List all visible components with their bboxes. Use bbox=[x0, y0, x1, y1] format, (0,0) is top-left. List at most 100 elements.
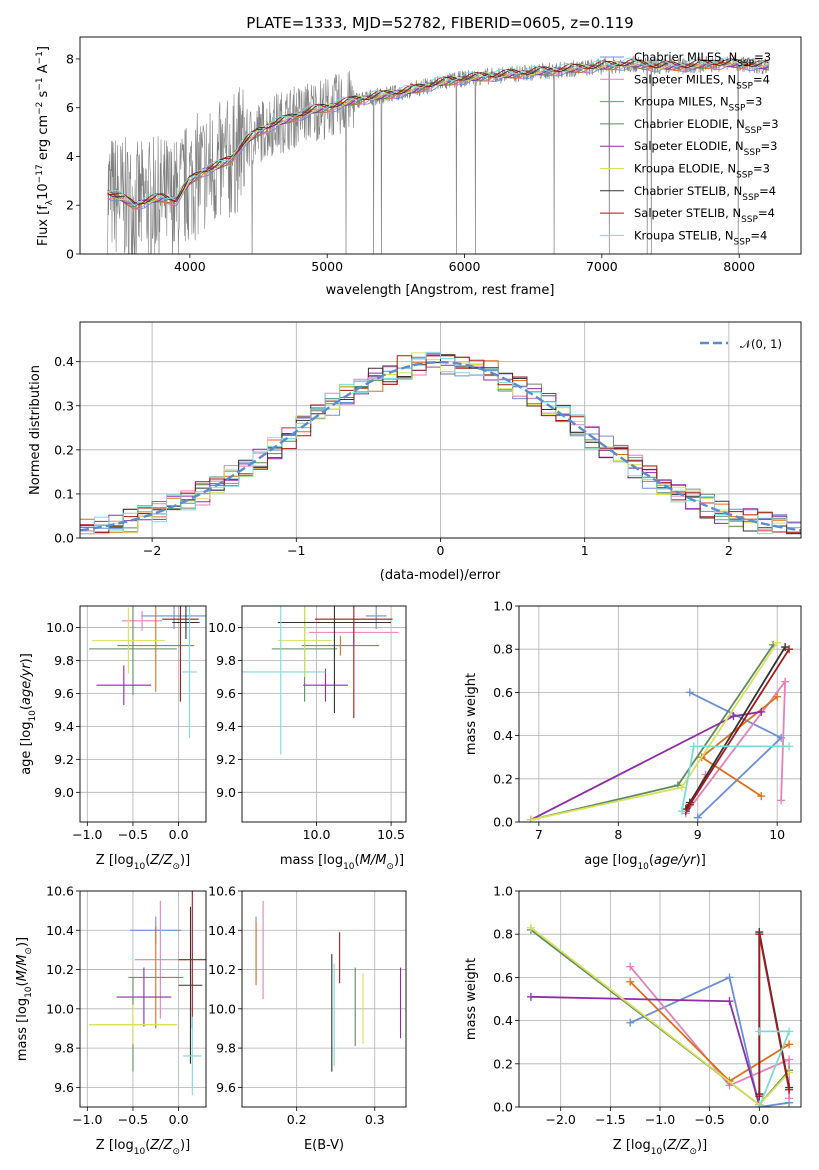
label-part: 10 bbox=[637, 862, 649, 872]
model-spectrum-line bbox=[107, 57, 769, 206]
weight-marker bbox=[785, 645, 794, 654]
weight-line bbox=[758, 934, 790, 1097]
tick-label-x: 7000 bbox=[586, 259, 618, 274]
label-part: SSP bbox=[729, 104, 746, 114]
label-part: =3 bbox=[762, 117, 779, 131]
age_vs_Z-axes bbox=[80, 606, 206, 822]
label-part: −17 bbox=[35, 164, 45, 183]
y-axis-label: Flux [fλ10−17 erg cm−2 s−1 A−1] bbox=[35, 46, 55, 246]
label-part: Kroupa MILES, N bbox=[634, 95, 729, 109]
legend-label: Salpeter ELODIE, NSSP=3 bbox=[634, 139, 777, 158]
tick-label-x: 9 bbox=[694, 827, 702, 842]
weight-marker bbox=[677, 807, 686, 816]
tick-label-x: 0.0 bbox=[169, 1112, 189, 1127]
label-part: 10 bbox=[134, 862, 146, 872]
label-part: mass [ bbox=[15, 1018, 30, 1061]
y-axis-label: mass weight bbox=[464, 673, 479, 755]
label-part: −1 bbox=[35, 77, 45, 90]
mass_vs_Z-axes bbox=[80, 890, 206, 1107]
model-spectrum-line bbox=[107, 59, 769, 204]
label-part: SSP bbox=[745, 126, 762, 136]
weight-marker bbox=[677, 783, 686, 792]
normal-curve bbox=[80, 360, 801, 532]
weight-marker bbox=[785, 742, 794, 751]
spectrum-plot bbox=[107, 55, 770, 254]
tick-label-y: 0.2 bbox=[54, 442, 74, 457]
weight-marker bbox=[689, 742, 698, 751]
x-axis-label: wavelength [Angstrom, rest frame] bbox=[326, 283, 555, 298]
label-part: SSP bbox=[737, 59, 754, 69]
tick-label-y: 0.4 bbox=[493, 728, 513, 743]
weight-marker bbox=[777, 796, 786, 805]
tick-label-x: 7 bbox=[535, 827, 543, 842]
label-part: M/M bbox=[360, 853, 387, 868]
tick-label-x: 1 bbox=[581, 543, 589, 558]
label-part: 10 bbox=[28, 710, 38, 722]
tick-label-x: 0 bbox=[437, 543, 445, 558]
tick-label-y: 0.1 bbox=[54, 486, 74, 501]
label-part: ( bbox=[145, 853, 150, 868]
label-part: λ bbox=[45, 199, 55, 205]
weight-marker bbox=[729, 712, 738, 721]
weight-marker bbox=[685, 800, 694, 809]
legend-label: Kroupa STELIB, NSSP=4 bbox=[634, 228, 767, 247]
tick-label-x: 8000 bbox=[723, 259, 755, 274]
label-part: 10 bbox=[134, 1147, 146, 1157]
label-part: )] bbox=[15, 937, 30, 947]
tick-label-y: 10.2 bbox=[46, 962, 74, 977]
tick-label-y: 9.2 bbox=[54, 752, 74, 767]
label-part: A bbox=[36, 64, 51, 77]
label-part: M/M bbox=[15, 955, 30, 982]
axes-frame bbox=[79, 36, 802, 255]
legend-label: Chabrier ELODIE, NSSP=3 bbox=[634, 117, 779, 136]
legend-label: Salpeter STELIB, NSSP=4 bbox=[634, 206, 775, 225]
tick-label-y: 9.6 bbox=[54, 686, 74, 701]
label-part: ⊙ bbox=[386, 862, 394, 872]
weight-marker bbox=[526, 815, 535, 822]
residuals-plot bbox=[80, 351, 801, 535]
tick-label-x: 8 bbox=[614, 827, 622, 842]
age_vs_Z-plot bbox=[89, 606, 206, 738]
tick-label-x: 6000 bbox=[449, 259, 481, 274]
label-part: ] bbox=[36, 46, 51, 51]
weight-marker bbox=[685, 688, 694, 697]
legend-label: Chabrier MILES, NSSP=3 bbox=[634, 50, 771, 69]
tick-label-y: 0.6 bbox=[493, 685, 513, 700]
weight-marker bbox=[526, 992, 535, 1001]
tick-label-y: 10.0 bbox=[208, 620, 236, 635]
tick-label-y: 6 bbox=[66, 100, 74, 115]
label-part: s bbox=[36, 90, 51, 101]
tick-label-y: 10.6 bbox=[208, 884, 236, 899]
tick-label-x: −0.5 bbox=[118, 827, 148, 842]
tick-label-x: 0.0 bbox=[749, 1112, 769, 1127]
label-part: =3 bbox=[753, 162, 770, 176]
label-part: 10 bbox=[651, 1147, 663, 1157]
label-part: =4 bbox=[753, 72, 770, 86]
tick-label-y: 9.8 bbox=[216, 1041, 236, 1056]
tick-label-y: 0.4 bbox=[493, 1013, 513, 1028]
label-part: Kroupa STELIB, N bbox=[634, 228, 734, 242]
weight-marker bbox=[755, 930, 764, 939]
label-part: )] bbox=[19, 653, 34, 663]
tick-label-x: 2 bbox=[725, 543, 733, 558]
label-part: log bbox=[618, 853, 638, 868]
tick-label-y: 10.0 bbox=[46, 1001, 74, 1016]
weight-marker bbox=[725, 997, 734, 1006]
tick-label-y: 9.0 bbox=[216, 785, 236, 800]
label-part: ⊙ bbox=[172, 862, 180, 872]
label-part: Z [ bbox=[613, 1138, 631, 1153]
weight-marker bbox=[757, 707, 766, 716]
weight-marker bbox=[755, 1027, 764, 1036]
mass_vs_Z-plot bbox=[89, 891, 206, 1096]
tick-label-x: −1 bbox=[287, 543, 305, 558]
label-part: erg cm bbox=[36, 115, 51, 164]
model-spectrum-line bbox=[107, 58, 769, 205]
label-part: )] bbox=[696, 853, 706, 868]
weight-line bbox=[530, 995, 761, 1106]
weight-marker bbox=[755, 1103, 764, 1107]
tick-label-x: 5000 bbox=[311, 259, 343, 274]
legend-label: Kroupa ELODIE, NSSP=3 bbox=[634, 162, 770, 181]
label-part: SSP bbox=[742, 193, 759, 203]
label-part: =3 bbox=[754, 50, 771, 64]
